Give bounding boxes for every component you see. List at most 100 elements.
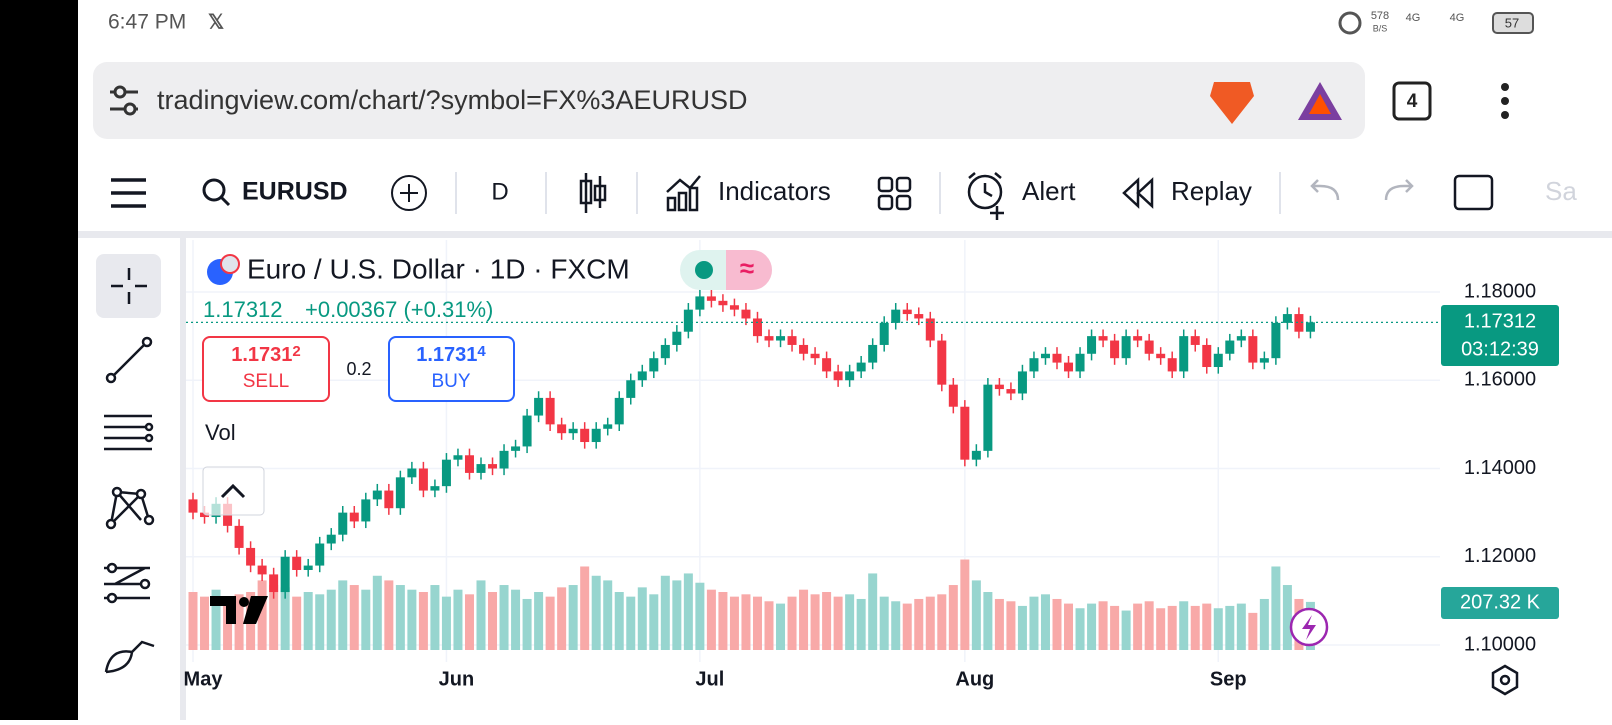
volume-bar — [891, 601, 901, 650]
toolbar-border — [78, 231, 1612, 238]
fullscreen[interactable] — [1453, 174, 1494, 211]
indicator-pill-right[interactable] — [726, 250, 772, 290]
undo[interactable] — [1310, 179, 1340, 201]
candle-body — [349, 512, 359, 522]
volume-bar — [223, 598, 233, 650]
candle-body — [741, 309, 751, 319]
volume-bar — [695, 582, 705, 650]
candle-body — [695, 296, 705, 310]
volume-bar — [499, 585, 509, 650]
volume-bar — [787, 596, 797, 650]
candle-body — [1156, 353, 1166, 359]
replay-button[interactable]: Replay — [1171, 176, 1252, 206]
price-badge — [1441, 305, 1559, 366]
candle-body — [879, 322, 889, 345]
volume-bar — [902, 603, 912, 650]
brave-icon[interactable] — [1210, 82, 1254, 124]
candle-body — [810, 353, 820, 359]
candle-body — [384, 490, 394, 509]
sell-label: SELL — [243, 371, 289, 392]
indicators-button[interactable]: Indicators — [718, 176, 831, 206]
volume-legend: Vol — [205, 420, 236, 445]
volume-bar — [879, 596, 889, 650]
alert-icon[interactable] — [967, 172, 1004, 220]
buy-button[interactable] — [388, 336, 515, 402]
candle-body — [1144, 340, 1154, 354]
volume-bar — [511, 589, 521, 650]
candle-body — [200, 512, 210, 518]
candle-body — [464, 455, 474, 473]
hamburger[interactable] — [111, 178, 146, 208]
signal: 4G — [1450, 12, 1465, 24]
volume-bar — [672, 580, 682, 650]
compare-button[interactable] — [391, 175, 427, 211]
volume-bar — [833, 596, 843, 650]
crosshair-tool[interactable] — [96, 254, 161, 318]
tune-icon[interactable] — [110, 85, 138, 116]
volume-bar — [948, 585, 958, 650]
volume-bar — [1225, 605, 1235, 650]
tabs-button[interactable] — [1392, 81, 1432, 121]
settings[interactable] — [1491, 664, 1519, 696]
alert-button[interactable]: Alert — [1022, 176, 1076, 206]
candle-body — [856, 362, 866, 372]
volume-bar — [1064, 603, 1074, 650]
candle-body — [683, 309, 693, 332]
volume-bar — [338, 580, 348, 650]
volume-bar — [1167, 605, 1177, 650]
symbol[interactable]: EURUSD — [242, 178, 348, 206]
volume-bar — [683, 573, 693, 650]
candle-body — [395, 477, 405, 509]
volume-bar — [1156, 608, 1166, 650]
search-icon[interactable] — [202, 178, 226, 202]
candle-body — [1167, 358, 1177, 372]
indicators-icon[interactable] — [666, 175, 701, 212]
plus — [400, 184, 418, 202]
candle-body — [1294, 314, 1304, 332]
status-time: 6:47 PM — [108, 11, 186, 34]
redo[interactable] — [1384, 179, 1414, 201]
collapse-button[interactable] — [202, 466, 265, 516]
menu-dots[interactable] — [1501, 83, 1509, 119]
flag-us — [220, 254, 240, 274]
chart-type-icon[interactable] — [579, 173, 607, 213]
lightning — [1302, 615, 1316, 640]
volume-bar — [660, 575, 670, 650]
candle-body — [822, 358, 832, 372]
replay-icon[interactable] — [1122, 177, 1154, 209]
volume-bar — [1040, 594, 1050, 650]
candle-body — [1110, 340, 1120, 359]
volume-bar — [856, 598, 866, 650]
url-bar[interactable] — [93, 62, 1365, 139]
x-tick-label: Jul — [695, 668, 724, 690]
plot — [186, 240, 1440, 662]
volume-bar — [488, 592, 498, 650]
signal: 4G — [1406, 12, 1421, 24]
candle-body — [994, 384, 1004, 390]
candle-body — [292, 556, 302, 570]
layouts-icon[interactable] — [877, 176, 912, 211]
candle-body — [269, 574, 279, 593]
candle-body — [441, 459, 451, 487]
save-button[interactable]: Sa — [1545, 176, 1577, 206]
volume-bar — [1098, 601, 1108, 650]
candle-body — [338, 512, 348, 535]
volume-bar — [303, 592, 313, 650]
volume-bar — [1121, 610, 1131, 650]
volume-bar — [464, 594, 474, 650]
volume-bar — [384, 580, 394, 650]
sell-price-digit: 2 — [292, 343, 300, 360]
url[interactable]: tradingview.com/chart/?symbol=FX%3AEURUS… — [157, 85, 747, 115]
candle-body — [925, 318, 935, 341]
volume-bar — [649, 594, 659, 650]
volume-bar — [776, 603, 786, 650]
interval[interactable]: D — [491, 178, 508, 205]
candle-body — [591, 428, 601, 443]
market-status — [695, 261, 713, 279]
candle-body — [1098, 336, 1108, 341]
volume-bar — [1029, 596, 1039, 650]
sell-button[interactable] — [202, 336, 330, 402]
candle-body — [960, 406, 970, 460]
volume-bar — [441, 596, 451, 650]
